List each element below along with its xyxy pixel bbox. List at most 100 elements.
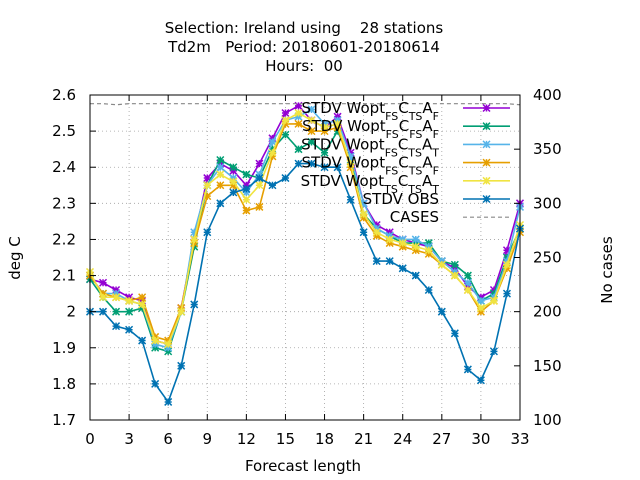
data-point xyxy=(450,264,459,273)
x-tick-label: 15 xyxy=(276,430,295,448)
legend-marker xyxy=(482,194,491,204)
data-point xyxy=(164,343,173,352)
data-point xyxy=(476,296,485,305)
y-tick-label: 2 xyxy=(66,303,76,321)
data-point xyxy=(359,199,368,208)
data-point xyxy=(216,155,225,165)
data-point xyxy=(398,264,407,273)
data-point xyxy=(151,336,160,345)
data-point xyxy=(450,329,459,338)
data-point xyxy=(255,159,264,168)
data-point xyxy=(463,271,472,280)
data-point xyxy=(489,285,498,295)
data-point xyxy=(229,177,238,186)
data-point xyxy=(476,293,485,302)
data-point xyxy=(98,293,108,302)
data-point xyxy=(372,220,381,230)
data-point xyxy=(242,195,251,204)
data-point xyxy=(281,119,290,128)
data-point xyxy=(463,278,472,287)
legend-label-part: C xyxy=(398,172,408,190)
data-point xyxy=(463,365,472,374)
data-point xyxy=(502,257,512,266)
data-point xyxy=(320,127,329,136)
data-point xyxy=(372,257,381,266)
data-point xyxy=(164,336,173,345)
data-point xyxy=(346,159,355,168)
legend-label-main: STDV Wopt xyxy=(302,99,386,117)
data-point xyxy=(281,109,290,118)
data-point xyxy=(98,278,108,287)
legend-label-part: C xyxy=(398,99,408,117)
data-point xyxy=(294,145,303,154)
x-tick-label: 12 xyxy=(237,430,256,448)
data-point xyxy=(229,188,238,197)
data-point xyxy=(242,170,251,179)
legend-label: STDV WoptTSCTSAT xyxy=(301,172,440,196)
title-line-2: Td2m Period: 20180601-20180614 xyxy=(167,38,440,56)
data-point xyxy=(359,213,368,222)
data-point xyxy=(385,228,394,237)
chart-title: Selection: Ireland using 28 stations Td2… xyxy=(165,19,444,75)
data-point xyxy=(98,289,108,298)
data-point xyxy=(489,347,498,356)
legend-entry: CASES xyxy=(390,208,510,226)
legend-label: STDV WoptFSCFSAF xyxy=(302,117,439,141)
data-point xyxy=(333,127,342,136)
y2-tick-label: 400 xyxy=(533,86,562,104)
data-point xyxy=(424,249,433,258)
data-point xyxy=(450,267,459,276)
series-5 xyxy=(85,159,525,406)
legend-label-main: STDV Wopt xyxy=(301,172,385,190)
legend-label-main: CASES xyxy=(390,208,439,226)
data-point xyxy=(112,289,121,298)
legend-entry: STDV WoptFSCTSAF xyxy=(302,154,510,177)
y-tick-label: 1.8 xyxy=(52,375,76,393)
data-point xyxy=(203,181,212,190)
data-point xyxy=(125,293,134,302)
x-tick-label: 18 xyxy=(315,430,334,448)
data-point xyxy=(411,271,420,280)
data-point xyxy=(216,159,225,168)
data-point xyxy=(372,224,381,233)
data-point xyxy=(98,307,108,316)
legend-label-part: T xyxy=(431,146,439,159)
data-point xyxy=(411,242,420,251)
data-point xyxy=(398,239,407,248)
legend-label-part: C xyxy=(399,117,409,135)
data-point xyxy=(125,307,134,316)
data-point xyxy=(502,264,512,273)
data-point xyxy=(281,116,290,125)
data-point xyxy=(502,246,512,255)
legend-label-part: FS xyxy=(386,128,399,141)
data-point xyxy=(268,137,277,146)
data-point xyxy=(320,119,329,128)
legend-marker xyxy=(482,103,491,113)
data-point xyxy=(437,260,446,269)
data-point xyxy=(489,293,498,302)
y2-axis-label: No cases xyxy=(598,236,616,304)
legend-label: CASES xyxy=(390,208,439,226)
data-point xyxy=(359,210,368,219)
legend-label-main: STDV Wopt xyxy=(302,117,386,135)
data-point xyxy=(489,289,498,298)
data-point xyxy=(190,300,199,309)
y-tick-label: 2.2 xyxy=(52,230,76,248)
data-point xyxy=(177,361,186,370)
x-tick-label: 24 xyxy=(393,430,412,448)
y2-tick-label: 350 xyxy=(533,140,562,158)
y-tick-label: 2.5 xyxy=(52,122,76,140)
legend-label-part: T xyxy=(431,182,439,195)
data-point xyxy=(450,271,459,280)
data-point xyxy=(424,242,433,251)
legend-label-part: A xyxy=(422,172,433,190)
legend-label-main: STDV Wopt xyxy=(302,154,386,172)
data-point xyxy=(255,170,264,179)
data-point xyxy=(424,246,433,255)
data-point xyxy=(398,242,407,251)
data-point xyxy=(294,119,303,128)
x-tick-label: 0 xyxy=(85,430,95,448)
data-point xyxy=(294,112,303,121)
data-point xyxy=(138,300,147,309)
data-point xyxy=(151,343,160,352)
